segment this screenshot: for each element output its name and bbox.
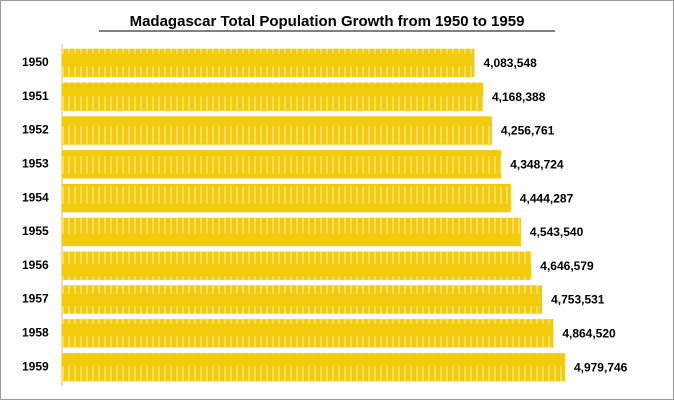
y-tick-label: 1956: [22, 258, 49, 272]
value-label: 4,348,724: [510, 157, 564, 171]
y-tick-label: 1957: [22, 292, 49, 306]
value-label: 4,083,548: [483, 56, 537, 70]
value-label: 4,168,388: [492, 90, 546, 104]
y-tick-label: 1959: [22, 359, 49, 373]
bar: [62, 319, 554, 348]
y-tick-label: 1950: [22, 55, 49, 69]
bar: [62, 217, 521, 247]
bar: [62, 183, 511, 213]
value-label: 4,646,579: [540, 259, 594, 273]
y-tick-label: 1953: [22, 156, 49, 170]
bar: [62, 48, 475, 78]
value-label: 4,444,287: [520, 191, 574, 205]
value-label: 4,543,540: [530, 225, 584, 239]
bar: [62, 285, 543, 314]
chart-title: Madagascar Total Population Growth from …: [130, 13, 525, 30]
value-label: 4,979,746: [574, 360, 628, 374]
value-label: 4,864,520: [562, 326, 616, 340]
bar: [62, 82, 484, 111]
bar: [62, 150, 502, 179]
y-tick-label: 1951: [22, 89, 49, 103]
y-tick-label: 1955: [22, 224, 49, 238]
y-tick-label: 1958: [22, 325, 49, 339]
bar: [62, 251, 532, 280]
value-label: 4,256,761: [501, 124, 555, 138]
y-tick-label: 1954: [22, 190, 49, 204]
bar: [62, 352, 565, 382]
bar: [62, 116, 492, 145]
value-label: 4,753,531: [551, 293, 605, 307]
y-tick-label: 1952: [22, 123, 49, 137]
